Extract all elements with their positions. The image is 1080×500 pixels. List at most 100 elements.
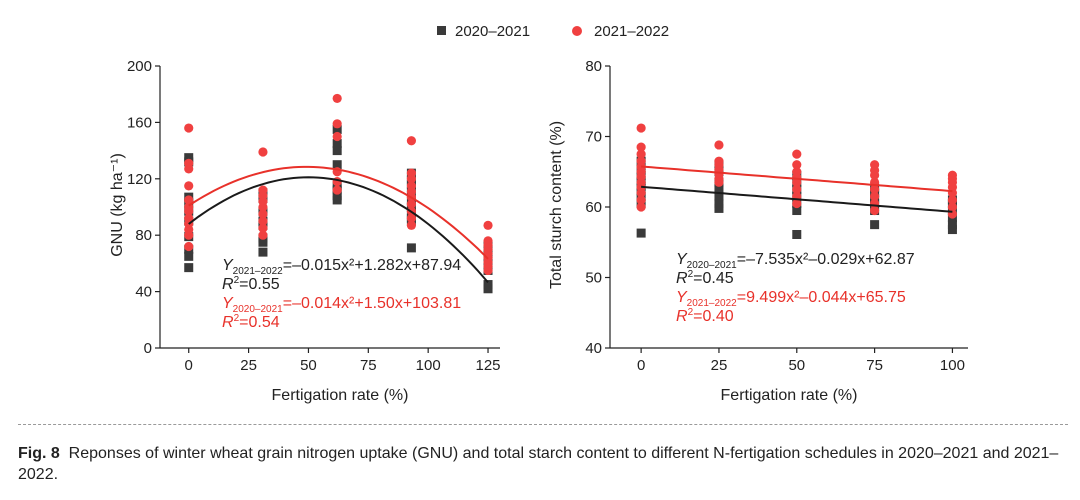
- figure-caption: Fig. 8 Reponses of winter wheat grain ni…: [18, 443, 1072, 485]
- starch-y-tick-label: 80: [585, 58, 602, 75]
- starch-y-tick-label: 60: [585, 199, 602, 216]
- starch-point-2020-2021: [714, 184, 724, 194]
- starch-y-tick-label: 40: [585, 340, 602, 357]
- r2-superscript: 2: [234, 275, 240, 286]
- starch-fit-curve-2021-2022: [641, 165, 953, 193]
- gnu-point-2020-2021: [332, 191, 342, 201]
- starch-point-2020-2021: [714, 198, 724, 208]
- starch-x-tick-label: 75: [866, 357, 883, 374]
- starch-point-2021-2022: [947, 202, 958, 212]
- gnu-point-2021-2022: [184, 123, 194, 133]
- gnu-point-2021-2022: [406, 181, 417, 191]
- legend: 2020–2021 2021–2022: [437, 23, 669, 40]
- r2-value: =0.45: [693, 270, 734, 287]
- gnu-x-tick-label: 75: [360, 357, 377, 374]
- starch-y-axis-label: Total sturch content (%): [548, 121, 565, 289]
- gnu-point-2020-2021: [332, 139, 342, 149]
- gnu-point-2021-2022: [332, 185, 342, 195]
- gnu-point-2021-2022: [406, 220, 417, 230]
- starch-point-2021-2022: [636, 202, 646, 212]
- starch-regression-equation: Y2021–2022=9.499x²–0.044x+65.75: [676, 289, 906, 309]
- r2-superscript: 2: [688, 307, 694, 318]
- starch-x-tick-label: 25: [711, 357, 728, 374]
- gnu-point-2021-2022: [258, 209, 268, 219]
- eq-body: =–0.015x²+1.282x+87.94: [283, 257, 461, 274]
- gnu-fit-curve-2020-2021: [188, 176, 489, 284]
- gnu-regression-equation: Y2020–2021=–0.014x²+1.50x+103.81: [222, 295, 461, 315]
- eq-body: =–0.014x²+1.50x+103.81: [283, 295, 461, 312]
- starch-y-tick-label: 70: [585, 129, 602, 146]
- gnu-point-2020-2021: [258, 247, 268, 257]
- caption-label: Fig. 8: [18, 445, 60, 462]
- gnu-fit-curve-2021-2022: [188, 165, 489, 260]
- gnu-point-2021-2022: [406, 199, 417, 209]
- gnu-point-2021-2022: [258, 147, 268, 157]
- gnu-point-2021-2022: [332, 93, 342, 104]
- gnu-point-2021-2022: [406, 168, 417, 178]
- gnu-point-2021-2022: [258, 230, 268, 240]
- starch-point-2021-2022: [636, 142, 646, 152]
- starch-x-tick-label: 50: [788, 357, 805, 374]
- eq-subscript: 2020–2021: [233, 304, 283, 315]
- gnu-point-2021-2022: [332, 119, 342, 129]
- gnu-point-2021-2022: [483, 236, 493, 246]
- r2-value: =0.54: [239, 314, 280, 331]
- starch-point-2021-2022: [792, 198, 802, 209]
- starch-point-2021-2022: [792, 167, 802, 177]
- gnu-y-tick-label: 200: [127, 58, 152, 75]
- starch-x-tick-label: 100: [940, 357, 965, 374]
- gnu-x-tick-label: 0: [185, 357, 193, 374]
- eq-body: =–7.535x²–0.029x+62.87: [737, 251, 915, 268]
- starch-chart: 40 50 60 70 80 0 25 50 75 100 Fertigation rate (%)…: [548, 58, 968, 404]
- starch-point-2021-2022: [947, 170, 958, 180]
- legend-label-2020-2021: 2020–2021: [455, 23, 530, 40]
- eq-body: =9.499x²–0.044x+65.75: [737, 289, 906, 306]
- starch-r-squared: R2=0.40: [676, 307, 734, 325]
- starch-y-tick-label: 50: [585, 270, 602, 287]
- gnu-point-2021-2022: [258, 223, 268, 233]
- r2-symbol: R: [676, 270, 688, 287]
- gnu-point-2021-2022: [184, 241, 194, 252]
- caption-divider: [18, 424, 1068, 425]
- eq-subscript: 2021–2022: [687, 298, 737, 309]
- gnu-point-2021-2022: [406, 136, 417, 146]
- gnu-point-2021-2022: [332, 131, 342, 142]
- gnu-y-axis-label: GNU (kg ha⁻¹): [109, 153, 126, 257]
- legend-marker-2020-2021: [437, 26, 446, 35]
- starch-point-2021-2022: [792, 184, 802, 194]
- starch-point-2020-2021: [947, 220, 957, 230]
- starch-point-2021-2022: [636, 156, 646, 166]
- starch-point-2020-2021: [870, 220, 880, 230]
- gnu-x-tick-label: 25: [240, 357, 257, 374]
- gnu-y-tick-label: 120: [127, 171, 152, 188]
- starch-point-2021-2022: [714, 140, 724, 150]
- r2-value: =0.40: [693, 308, 734, 325]
- gnu-regression-equation: Y2021–2022=–0.015x²+1.282x+87.94: [222, 257, 461, 277]
- starch-regression-equation: Y2020–2021=–7.535x²–0.029x+62.87: [676, 251, 915, 271]
- starch-point-2020-2021: [792, 229, 802, 239]
- gnu-y-tick-label: 40: [135, 284, 152, 301]
- starch-point-2020-2021: [714, 191, 724, 201]
- starch-point-2020-2021: [714, 203, 724, 213]
- eq-y-symbol: Y: [222, 295, 234, 312]
- r2-symbol: R: [676, 308, 688, 325]
- r2-superscript: 2: [688, 269, 694, 280]
- gnu-point-2020-2021: [184, 263, 194, 273]
- starch-point-2021-2022: [792, 149, 802, 159]
- starch-point-2021-2022: [870, 160, 880, 170]
- starch-point-2021-2022: [792, 160, 802, 170]
- gnu-point-2021-2022: [184, 158, 194, 168]
- starch-point-2021-2022: [636, 123, 646, 133]
- starch-point-2021-2022: [636, 195, 646, 205]
- gnu-point-2020-2021: [332, 146, 342, 156]
- gnu-point-2021-2022: [258, 185, 268, 195]
- gnu-r-squared: R2=0.54: [222, 313, 280, 331]
- gnu-x-tick-label: 50: [300, 357, 317, 374]
- starch-point-2021-2022: [636, 149, 646, 159]
- r2-symbol: R: [222, 276, 234, 293]
- gnu-r-squared: R2=0.55: [222, 275, 280, 293]
- gnu-x-tick-label: 100: [416, 357, 441, 374]
- eq-y-symbol: Y: [222, 257, 234, 274]
- legend-label-2021-2022: 2021–2022: [594, 23, 669, 40]
- gnu-point-2021-2022: [184, 213, 194, 223]
